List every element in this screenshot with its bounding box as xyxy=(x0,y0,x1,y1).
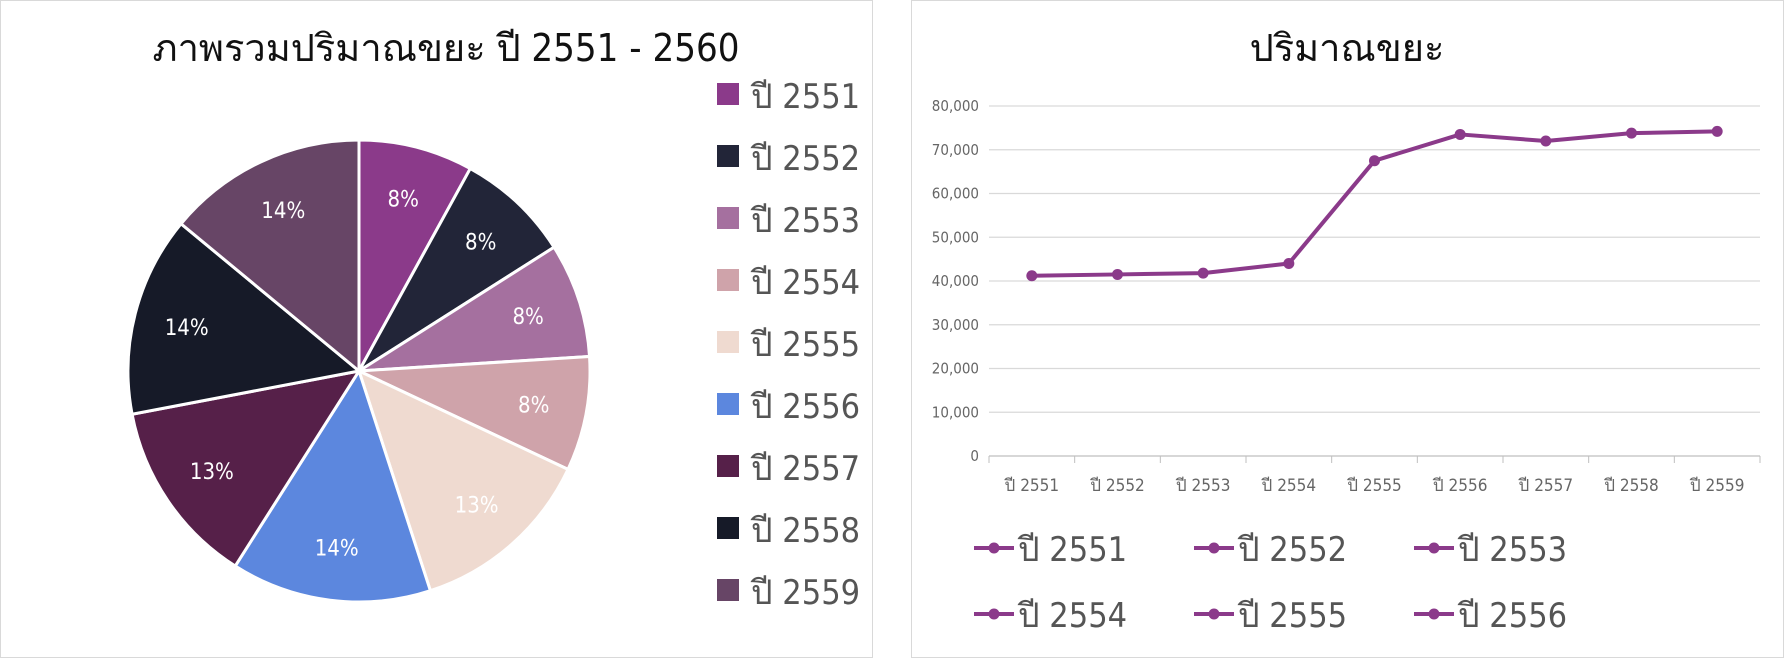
legend-point-marker xyxy=(988,608,1000,620)
pie-data-label: 8% xyxy=(512,305,543,330)
legend-label: ปี 2555 xyxy=(750,325,860,365)
data-point xyxy=(1454,128,1466,140)
legend-swatch xyxy=(717,207,739,229)
pie-chart-panel: ภาพรวมปริมาณขยะ ปี 2551 - 2560 8% 8% 8% 8% 1… xyxy=(0,0,873,658)
data-point xyxy=(1197,267,1209,279)
legend-point-marker xyxy=(1208,542,1220,554)
y-tick-label: 50,000 xyxy=(932,228,979,246)
legend-swatch xyxy=(717,83,739,105)
pie-data-label: 8% xyxy=(465,230,496,255)
x-tick-label: ปี 2554 xyxy=(1261,476,1316,496)
legend-point-marker xyxy=(1208,608,1220,620)
data-point xyxy=(1283,258,1295,269)
y-tick-label: 30,000 xyxy=(932,316,979,334)
x-tick-label: ปี 2559 xyxy=(1689,476,1744,496)
legend-point-marker xyxy=(988,542,1000,554)
series-line xyxy=(1031,129,1718,278)
legend-swatch xyxy=(717,145,739,167)
legend-label: ปี 2553 xyxy=(1457,530,1567,570)
line-chart-panel: ปริมาณขยะ 0 10,000 20,000 30,000 40,000 50,00… xyxy=(911,0,1784,658)
pie-slice xyxy=(357,138,473,372)
legend-label: ปี 2555 xyxy=(1237,596,1347,636)
legend-label: ปี 2551 xyxy=(750,77,860,117)
pie-data-label: 8% xyxy=(518,393,549,418)
legend-point-marker xyxy=(1428,608,1440,620)
legend-label: ปี 2554 xyxy=(750,263,860,303)
x-tick-label: ปี 2558 xyxy=(1603,476,1658,496)
y-tick-label: 40,000 xyxy=(932,272,979,290)
data-point xyxy=(1626,127,1637,139)
y-tick-label: 80,000 xyxy=(932,97,979,115)
pie-slice xyxy=(178,138,361,375)
data-point xyxy=(1711,125,1723,137)
pie-data-label: 8% xyxy=(388,188,419,213)
x-tick-label: ปี 2557 xyxy=(1518,476,1573,496)
legend-swatch xyxy=(717,331,739,353)
legend-swatch xyxy=(717,269,739,291)
y-tick-label: 20,000 xyxy=(932,360,979,378)
legend-label: ปี 2554 xyxy=(1017,596,1127,636)
pie-data-label: 14% xyxy=(261,199,305,224)
legend-swatch xyxy=(717,455,739,477)
legend-label: ปี 2552 xyxy=(750,139,860,179)
legend-label: ปี 2559 xyxy=(750,573,860,613)
legend-label: ปี 2558 xyxy=(750,511,860,551)
line-chart-title: ปริมาณขยะ xyxy=(1250,26,1445,70)
legend-label: ปี 2557 xyxy=(750,449,860,489)
pie-slice xyxy=(126,221,363,417)
pie-data-label: 14% xyxy=(315,536,359,561)
pie-slice xyxy=(358,354,592,472)
data-point xyxy=(1026,270,1038,282)
x-tick-label: ปี 2553 xyxy=(1175,476,1230,496)
pie-data-label: 13% xyxy=(455,493,499,518)
y-tick-label: 0 xyxy=(970,447,979,465)
y-tick-label: 10,000 xyxy=(932,403,979,421)
data-point xyxy=(1112,268,1123,280)
legend-label: ปี 2556 xyxy=(750,387,860,427)
pie-slice xyxy=(130,368,363,569)
y-tick-label: 70,000 xyxy=(932,141,979,159)
legend-label: ปี 2556 xyxy=(1457,596,1567,636)
pie-slice xyxy=(357,166,557,373)
pie-data-label: 14% xyxy=(165,316,209,341)
y-tick-label: 60,000 xyxy=(932,185,979,203)
x-tick-label: ปี 2556 xyxy=(1432,476,1487,496)
legend-label: ปี 2551 xyxy=(1017,530,1127,570)
line-chart: ปริมาณขยะ 0 10,000 20,000 30,000 40,000 50,00… xyxy=(932,26,1761,636)
pie-slice xyxy=(358,245,592,373)
legend-swatch xyxy=(717,579,739,601)
pie-chart: ภาพรวมปริมาณขยะ ปี 2551 - 2560 8% 8% 8% 8% 1… xyxy=(126,26,860,613)
legend-point-marker xyxy=(1428,542,1440,554)
x-tick-label: ปี 2551 xyxy=(1004,476,1059,496)
legend-swatch xyxy=(717,393,739,415)
data-point xyxy=(1540,135,1552,147)
pie-data-label: 13% xyxy=(190,460,234,485)
pie-slice xyxy=(356,368,571,593)
legend-label: ปี 2553 xyxy=(750,201,860,241)
legend-label: ปี 2552 xyxy=(1237,530,1347,570)
x-tick-label: ปี 2552 xyxy=(1089,476,1144,496)
data-point xyxy=(1369,155,1380,167)
pie-slice xyxy=(233,367,433,604)
legend-swatch xyxy=(717,517,739,539)
pie-chart-title: ภาพรวมปริมาณขยะ ปี 2551 - 2560 xyxy=(153,26,740,70)
x-tick-label: ปี 2555 xyxy=(1346,476,1401,496)
